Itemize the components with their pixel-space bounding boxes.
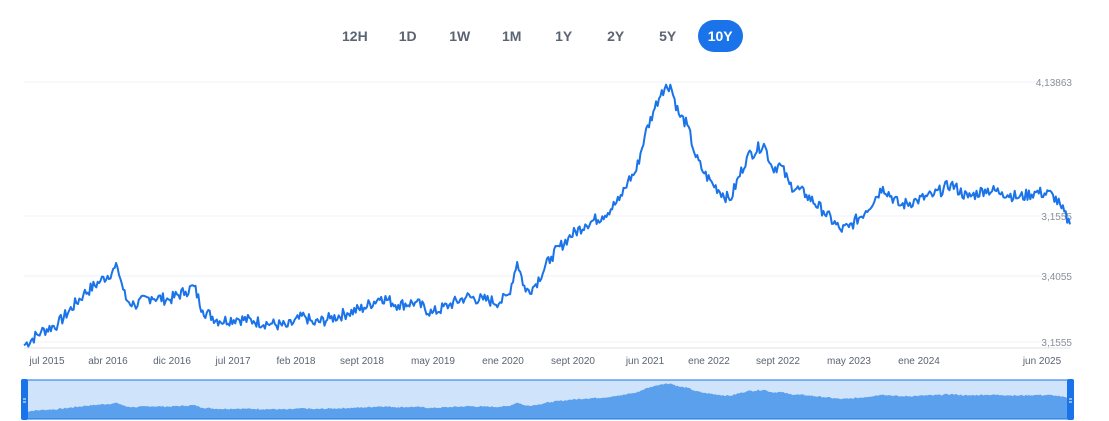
time-range-selector: 12H 1D 1W 1M 1Y 2Y 5Y 10Y [332, 20, 751, 52]
x-tick-label: sept 2022 [756, 356, 800, 367]
range-12h-button[interactable]: 12H [332, 20, 378, 52]
x-tick-label: feb 2018 [277, 356, 316, 367]
range-2y-button[interactable]: 2Y [594, 20, 638, 52]
x-tick-label: abr 2016 [88, 356, 128, 367]
x-tick-label: jul 2015 [28, 356, 64, 367]
y-tick-label: 4,13863 [1036, 78, 1073, 89]
range-10y-button[interactable]: 10Y [697, 20, 743, 52]
x-tick-label: ene 2020 [482, 356, 524, 367]
range-5y-button[interactable]: 5Y [646, 20, 690, 52]
navigator-left-handle[interactable] [21, 379, 28, 420]
x-tick-label: may 2023 [827, 356, 871, 367]
navigator-right-handle[interactable] [1067, 379, 1074, 420]
price-chart[interactable]: 4,13863 3,1555 3,4055 3,1555 jul 2015 abr 201… [0, 70, 1109, 370]
x-tick-label: dic 2016 [153, 356, 191, 367]
range-1y-button[interactable]: 1Y [542, 20, 586, 52]
range-navigator[interactable] [0, 375, 1109, 421]
x-tick-label: ene 2022 [688, 356, 730, 367]
range-1d-button[interactable]: 1D [386, 20, 430, 52]
x-tick-label: jul 2017 [214, 356, 250, 367]
range-1m-button[interactable]: 1M [490, 20, 534, 52]
x-tick-label: ene 2024 [898, 356, 940, 367]
x-tick-label: jun 2025 [1022, 356, 1062, 367]
x-tick-label: sept 2020 [551, 356, 595, 367]
y-tick-label: 3,4055 [1041, 272, 1072, 283]
y-tick-label: 3,1555 [1041, 338, 1072, 349]
x-tick-label: jun 2021 [625, 356, 665, 367]
range-1w-button[interactable]: 1W [438, 20, 482, 52]
navigator-area [24, 383, 1070, 419]
price-series-line [23, 83, 1071, 348]
x-tick-label: may 2019 [411, 356, 455, 367]
y-tick-label: 3,1555 [1041, 212, 1072, 223]
x-tick-label: sept 2018 [340, 356, 384, 367]
